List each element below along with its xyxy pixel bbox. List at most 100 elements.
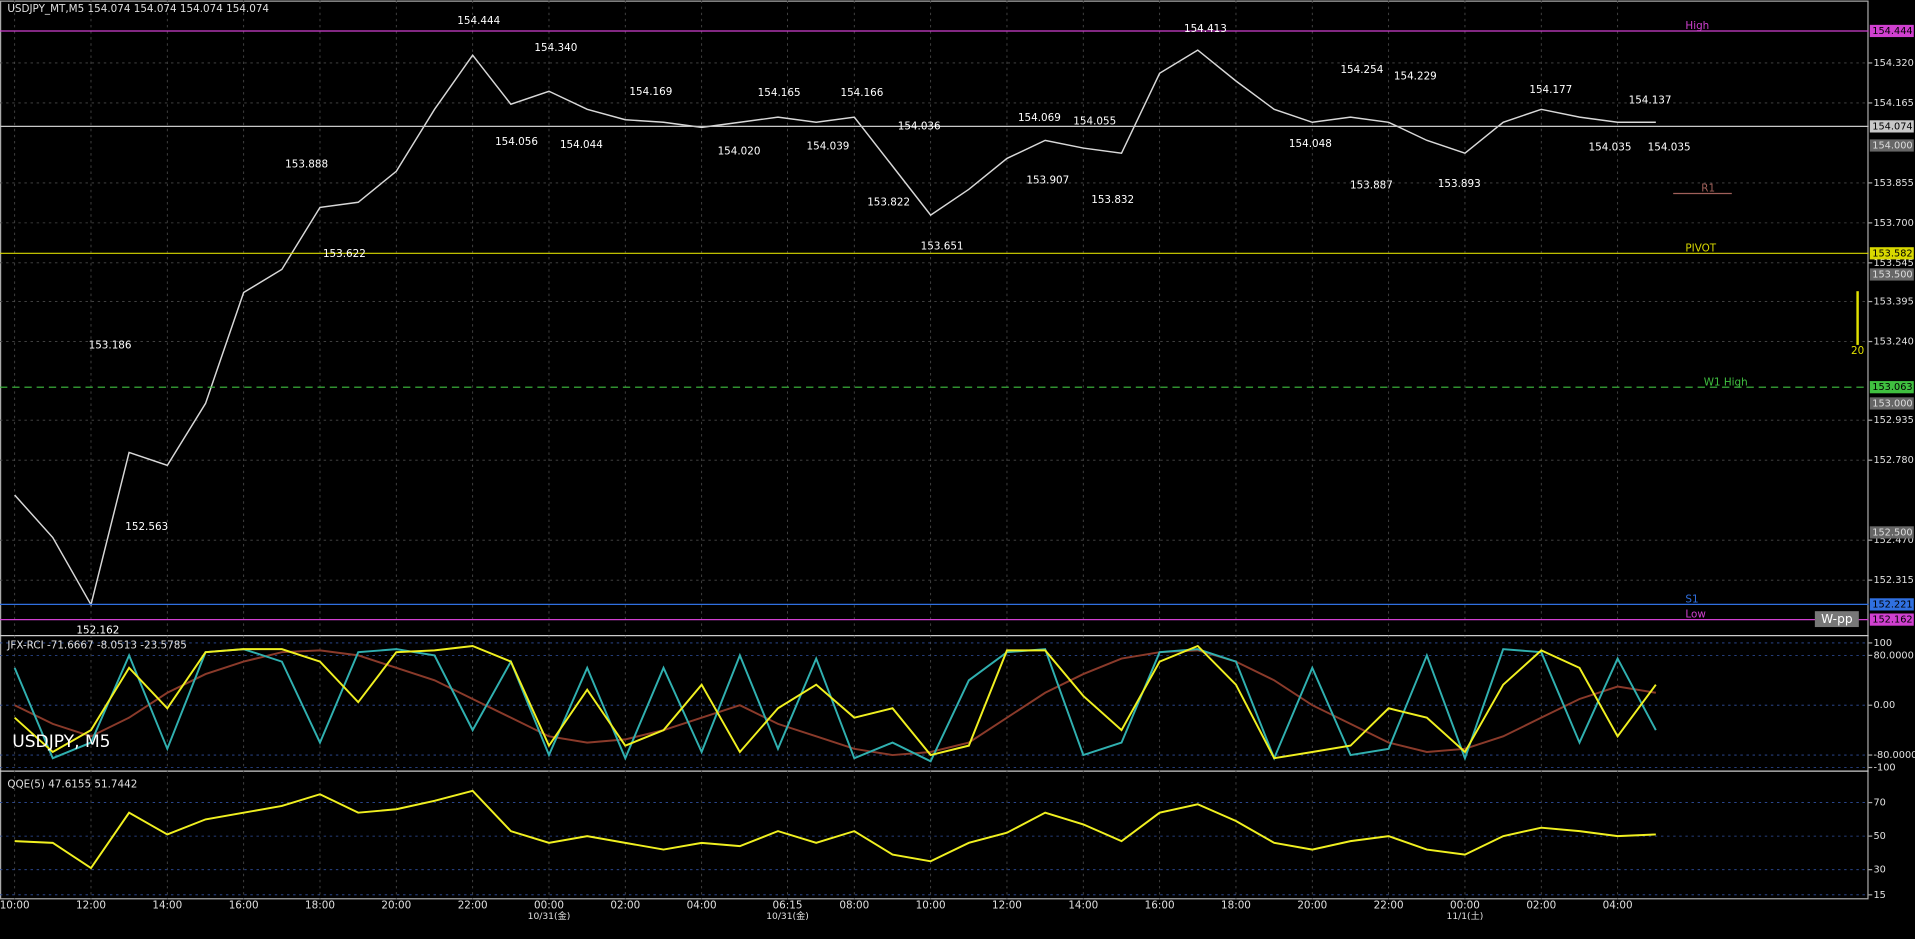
swing-label: 154.035: [1589, 141, 1632, 153]
x-tick-label: 22:00: [1374, 900, 1404, 912]
swing-label: 153.651: [921, 241, 964, 253]
series-line: [13, 648, 1657, 763]
swing-label: 153.888: [285, 159, 328, 171]
y-tick-label: 153.855: [1873, 178, 1913, 189]
swing-label: 152.162: [76, 625, 119, 637]
level-name: PIVOT: [1685, 242, 1716, 254]
swing-label: 154.048: [1289, 138, 1332, 150]
round-level-tag: [1869, 526, 1914, 539]
round-level-label: 154.000: [1872, 140, 1912, 151]
x-tick-label: 10:00: [916, 900, 946, 912]
tag: 20: [1851, 345, 1864, 357]
y-tick-label: 30: [1873, 865, 1885, 876]
y-tick-label: 153.545: [1873, 258, 1913, 269]
y-tick-label: 100: [1873, 638, 1892, 649]
swing-label: 154.169: [629, 86, 672, 98]
y-tick-label: 153.240: [1873, 337, 1913, 348]
level-tag: [1869, 613, 1914, 626]
swing-label: 152.563: [125, 521, 168, 533]
y-tick-label: 152.470: [1873, 535, 1913, 546]
x-tick-label: 04:00: [687, 900, 717, 912]
swing-label: 154.039: [807, 140, 850, 152]
series-line: [14, 644, 1657, 760]
swing-label: 154.036: [898, 120, 941, 132]
swing-label: 154.254: [1340, 64, 1383, 76]
swing-label: 153.887: [1350, 180, 1393, 192]
y-tick-label: -100: [1873, 762, 1895, 773]
swing-label: 154.035: [1648, 141, 1691, 153]
date-label: 10/31(金): [766, 910, 809, 922]
x-tick-label: 02:00: [610, 900, 640, 912]
swing-label: 154.340: [534, 42, 577, 54]
swing-label: 154.229: [1394, 71, 1437, 83]
x-tick-label: 00:00: [1450, 900, 1480, 912]
swing-label: 154.165: [758, 87, 801, 99]
tag: W-pp: [1821, 612, 1853, 626]
level-tag: [1869, 598, 1914, 611]
chart-title: USDJPY_MT,M5 154.074 154.074 154.074 154…: [7, 3, 269, 15]
swing-label: 154.177: [1529, 84, 1572, 96]
x-tick-label: 12:00: [992, 900, 1022, 912]
x-tick-label: 18:00: [305, 900, 335, 912]
level-name: R1: [1701, 183, 1715, 195]
round-level-tag: [1869, 139, 1914, 152]
swing-label: 153.622: [323, 248, 366, 260]
series-line: [14, 49, 1656, 607]
y-tick-label: 153.395: [1873, 297, 1913, 308]
level-tag-label: 154.074: [1872, 121, 1912, 132]
y-tick-label: 0.00: [1873, 700, 1895, 711]
x-tick-label: 06:15: [773, 900, 803, 912]
round-level-tag: [1869, 397, 1914, 410]
x-tick-label: 16:00: [229, 900, 259, 912]
y-tick-label: 152.780: [1873, 455, 1913, 466]
swing-label: 154.069: [1018, 112, 1061, 124]
y-tick-label: 15: [1873, 890, 1885, 901]
y-tick-label: 80.0000: [1873, 650, 1913, 661]
swing-label: 154.413: [1184, 23, 1227, 35]
indicator-title: JFX-RCI -71.6667 -8.0513 -23.5785: [6, 639, 187, 651]
level-tag: [1869, 24, 1914, 38]
swing-label: 153.186: [89, 340, 132, 352]
x-tick-label: 14:00: [152, 900, 182, 912]
swing-label: 153.832: [1091, 194, 1134, 206]
round-level-label: 153.000: [1872, 398, 1912, 409]
round-level-tag: [1869, 268, 1914, 281]
y-tick-label: 154.320: [1873, 58, 1913, 69]
x-tick-label: 10:00: [0, 900, 30, 912]
x-tick-label: 14:00: [1068, 900, 1098, 912]
x-tick-label: 20:00: [1297, 900, 1327, 912]
level-tag: [1869, 381, 1914, 394]
level-tag-label: 153.063: [1872, 382, 1912, 393]
y-tick-label: 152.315: [1873, 575, 1913, 586]
swing-label: 154.044: [560, 139, 603, 151]
x-tick-label: 08:00: [839, 900, 869, 912]
swing-label: 153.893: [1438, 178, 1481, 190]
level-name: W1 High: [1704, 376, 1748, 388]
swing-label: 154.055: [1073, 116, 1116, 128]
y-tick-label: 70: [1873, 798, 1885, 809]
x-tick-label: 16:00: [1145, 900, 1175, 912]
x-tick-label: 18:00: [1221, 900, 1251, 912]
round-level-label: 153.500: [1872, 269, 1912, 280]
y-tick-label: 50: [1873, 831, 1885, 842]
round-level-label: 152.500: [1872, 527, 1912, 538]
swing-label: 154.020: [718, 145, 761, 157]
swing-label: 153.822: [867, 196, 910, 208]
level-tag-label: 153.582: [1872, 248, 1912, 259]
x-tick-label: 02:00: [1526, 900, 1556, 912]
level-tag-label: 152.162: [1872, 615, 1912, 626]
date-label: 10/31(金): [528, 910, 571, 922]
plot-frame: [0, 0, 1869, 900]
tag-box: [1814, 611, 1859, 628]
swing-label: 153.907: [1026, 174, 1069, 186]
y-tick-label: 153.700: [1873, 218, 1913, 229]
swing-label: 154.166: [840, 87, 883, 99]
y-tick-label: -80.0000: [1873, 750, 1915, 761]
level-tag-label: 152.221: [1872, 599, 1912, 610]
level-name: Low: [1685, 609, 1706, 621]
x-tick-label: 20:00: [381, 900, 411, 912]
y-tick-label: 154.165: [1873, 98, 1913, 109]
